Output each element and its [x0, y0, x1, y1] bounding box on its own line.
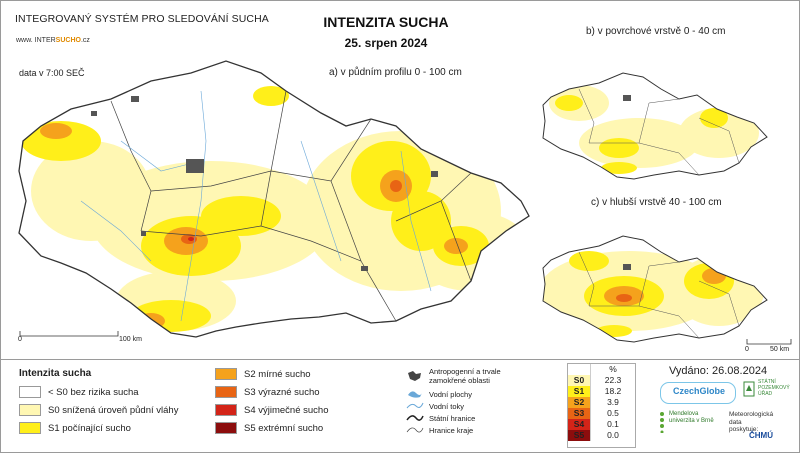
percent-value: 0.1 [607, 419, 619, 429]
legend-item-below-s0: < S0 bez rizika sucha [19, 386, 139, 398]
legend-item-s1: S1 počínající sucho [19, 422, 131, 434]
legend-title: Intenzita sucha [19, 368, 92, 379]
percent-value: 22.3 [604, 375, 622, 385]
czechglobe-text: CzechGlobe [673, 386, 726, 396]
symbol-state-border-label: Státní hranice [429, 413, 476, 423]
symbol-region-border: Hranice kraje [406, 425, 473, 435]
legend-label: S1 počínající sucho [48, 422, 131, 434]
percent-value: 3.9 [607, 397, 619, 407]
percent-value: 0.5 [607, 408, 619, 418]
legend-label: S5 extrémní sucho [244, 422, 324, 434]
map-a-label: a) v půdním profilu 0 - 100 cm [329, 67, 462, 78]
symbol-region-border-label: Hranice kraje [429, 425, 474, 435]
legend-item-s5: S5 extrémní sucho [215, 422, 323, 434]
water-area-icon [408, 391, 422, 398]
map-a-soil-profile [18, 60, 530, 338]
scale-small-zero: 0 [745, 346, 749, 353]
meteo-provider: Meteorologická data poskytuje: [729, 411, 774, 433]
legend-swatch [19, 422, 41, 434]
spu-emblem-icon [743, 381, 755, 397]
scale-small-end: 50 km [770, 346, 790, 353]
symbol-water-areas-label: Vodní plochy [429, 389, 472, 399]
scale-bar-small [746, 339, 792, 345]
legend-item-s3: S3 výrazné sucho [215, 386, 320, 398]
data-time: data v 7:00 SEČ [19, 68, 85, 78]
legend-swatch [215, 386, 237, 398]
legend-item-s4: S4 výjimečné sucho [215, 404, 328, 416]
spu-text: STÁTNÍ POZEMKOVÝ ÚŘAD [758, 379, 790, 397]
legend-label: S4 výjimečné sucho [244, 404, 329, 416]
map-c-label: c) v hlubší vrstvě 40 - 100 cm [591, 197, 722, 208]
percent-row-s0: S0 22.3 [568, 375, 635, 386]
mendel-logo: Mendelova univerzita v Brně [660, 411, 717, 433]
scale-bar-main [19, 331, 119, 337]
percent-row-s3: S3 0.5 [568, 408, 635, 419]
mendel-dots-icon [660, 412, 664, 433]
percent-row-s1: S1 18.2 [568, 386, 635, 397]
legend-label: < S0 bez rizika sucha [48, 386, 139, 398]
map-date: 25. srpen 2024 [344, 36, 428, 50]
anthropogenic-area-icon [408, 371, 421, 381]
legend-swatch [19, 386, 41, 398]
symbol-anthropogenic-line2: zamokřené oblasti [429, 376, 490, 385]
map-b-surface-layer [542, 72, 768, 180]
legend-swatch [215, 404, 237, 416]
percent-code: S2 [568, 397, 591, 408]
percent-row-s4: S4 0.1 [568, 419, 635, 430]
page-title: INTENZITA SUCHA [323, 14, 449, 30]
symbol-anthropogenic-line1: Antropogenní a trvale [429, 367, 501, 376]
system-name: INTEGROVANÝ SYSTÉM PRO SLEDOVÁNÍ SUCHA [15, 13, 269, 25]
legend-divider [1, 359, 799, 360]
percent-code: S3 [568, 408, 591, 419]
region-border-icon [406, 427, 424, 433]
percent-header: % [609, 364, 617, 374]
legend-item-s2: S2 mírné sucho [215, 368, 311, 380]
legend-swatch [19, 404, 41, 416]
scale-main-end: 100 km [119, 336, 142, 343]
spu-logo: STÁTNÍ POZEMKOVÝ ÚŘAD [743, 379, 791, 401]
map-c-deep-layer [542, 235, 768, 343]
percent-code: S4 [568, 419, 591, 430]
mendel-text: Mendelova univerzita v Brně [669, 411, 714, 424]
percent-table-header: % [568, 364, 635, 375]
legend-swatch [215, 422, 237, 434]
percent-row-s5: S5 0.0 [568, 430, 635, 441]
scale-main-zero: 0 [18, 336, 22, 343]
legend-swatch [215, 368, 237, 380]
symbol-state-border: Státní hranice [406, 413, 475, 423]
percent-table: % S0 22.3 S1 18.2 S2 3.9 S3 0.5 S4 0.1 S5 0.0 [567, 363, 636, 448]
symbol-water-streams-label: Vodní toky [429, 401, 465, 411]
symbol-anthropogenic: Antropogenní a trvale zamokřené oblasti [406, 367, 501, 385]
percent-code: S5 [568, 430, 591, 441]
water-stream-icon [406, 402, 424, 409]
issued-date: Vydáno: 26.08.2024 [669, 365, 768, 377]
legend-label: S2 mírné sucho [244, 368, 311, 380]
czechglobe-logo: CzechGlobe [660, 382, 736, 404]
state-border-icon [406, 415, 424, 421]
symbol-water-areas: Vodní plochy [406, 389, 472, 399]
website-link[interactable]: www. INTERSUCHO.cz [16, 37, 90, 44]
chmu-logo: ČHMÚ [749, 431, 773, 440]
percent-value: 18.2 [604, 386, 622, 396]
legend-label: S3 výrazné sucho [244, 386, 320, 398]
symbol-water-streams: Vodní toky [406, 401, 464, 411]
percent-code: S0 [568, 375, 591, 386]
legend-label: S0 snížená úroveň půdní vláhy [48, 404, 179, 416]
legend-item-s0: S0 snížená úroveň půdní vláhy [19, 404, 178, 416]
map-b-label: b) v povrchové vrstvě 0 - 40 cm [586, 26, 726, 37]
percent-value: 0.0 [607, 430, 619, 440]
percent-row-s2: S2 3.9 [568, 397, 635, 408]
site-prefix: www. INTER [16, 37, 56, 44]
percent-code: S1 [568, 386, 591, 397]
site-highlight: SUCHO [55, 37, 81, 44]
site-suffix: .cz [80, 37, 90, 44]
